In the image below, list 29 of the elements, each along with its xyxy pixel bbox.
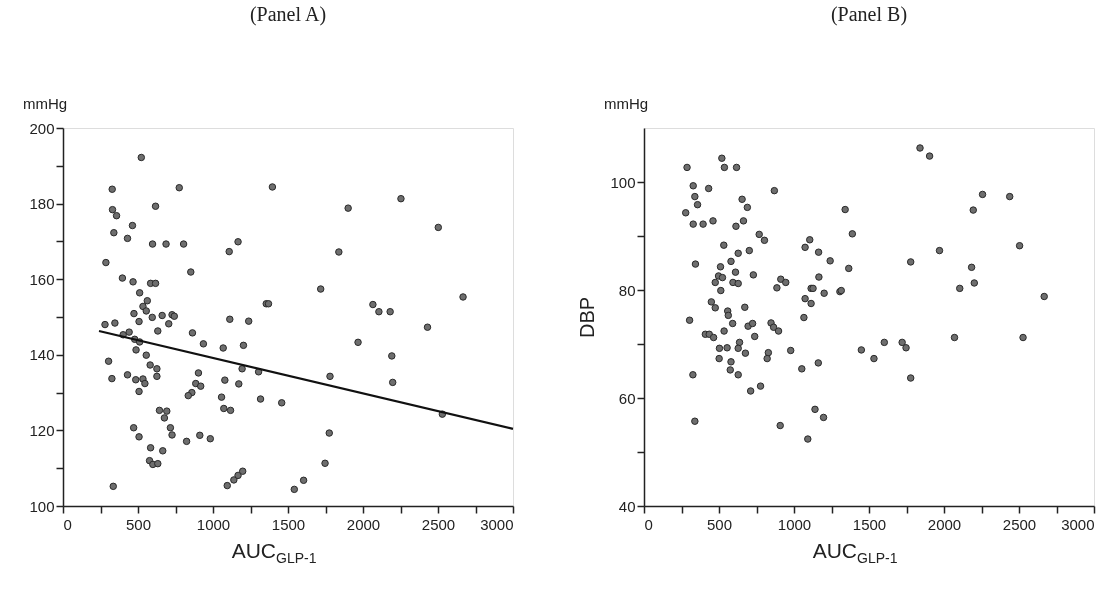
x-tick-label: 0 [644,515,653,533]
y-axis-title: DBP [576,296,599,339]
x-tick-label: 0 [63,515,72,533]
x-tick-label: 3000 [480,515,514,533]
y-tick-label: 80 [618,281,636,299]
x-tick-label: 2500 [1002,515,1037,533]
y-tick-label: 100 [29,497,55,515]
y-tick-label: 40 [618,497,636,515]
x-tick-label: 2000 [346,515,381,533]
y-tick-label: 60 [618,389,636,407]
y-tick-label: 180 [29,195,55,213]
text: mmHg [23,95,68,112]
x-tick-label: 3000 [1061,515,1095,533]
y-tick-label: 140 [29,346,55,364]
x-tick-label: 2500 [421,515,456,533]
x-tick-label: 1000 [777,515,812,533]
y-tick-label: 100 [610,173,636,191]
chart-title: (Panel B) [830,3,908,26]
y-tick-label: 120 [29,421,55,439]
x-tick-label: 2000 [927,515,962,533]
x-tick-label: 500 [125,515,152,533]
x-tick-label: 1500 [271,515,306,533]
x-tick-label: 500 [706,515,733,533]
y-tick-label: 200 [29,119,55,137]
chart-title: (Panel A) [249,3,327,26]
x-tick-label: 1500 [852,515,887,533]
y-tick-label: 160 [29,270,55,288]
text: mmHg [604,95,649,112]
x-tick-label: 1000 [196,515,231,533]
